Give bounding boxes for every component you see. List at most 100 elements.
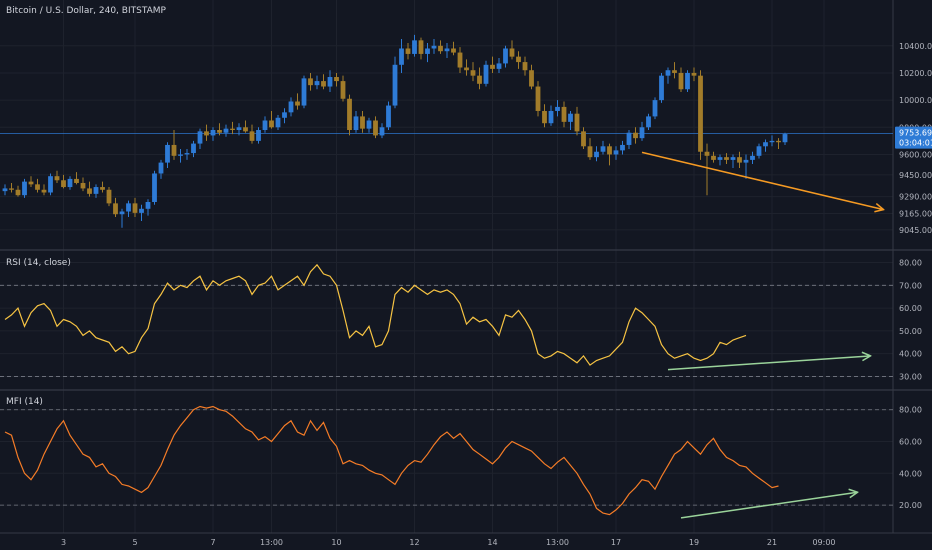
price-trendline[interactable] (641, 151, 883, 209)
candle-body[interactable] (152, 173, 157, 202)
candle-body[interactable] (178, 154, 183, 156)
candle-body[interactable] (672, 70, 677, 73)
candle-body[interactable] (249, 131, 255, 141)
candle-body[interactable] (243, 127, 248, 132)
candle-body[interactable] (100, 187, 105, 190)
candle-body[interactable] (594, 151, 599, 158)
candle-body[interactable] (743, 159, 749, 163)
candle-body[interactable] (522, 62, 528, 71)
candle-body[interactable] (54, 176, 60, 181)
candle-body[interactable] (756, 146, 762, 156)
candle-body[interactable] (516, 56, 521, 63)
candle-body[interactable] (477, 75, 482, 84)
candle-body[interactable] (87, 188, 92, 194)
price-axis[interactable]: 10400.0010200.0010000.009800.009600.0094… (895, 42, 932, 235)
candle-body[interactable] (145, 202, 151, 209)
candle-body[interactable] (613, 150, 619, 155)
candle-body[interactable] (399, 48, 404, 65)
candle-body[interactable] (483, 64, 489, 84)
candle-body[interactable] (139, 208, 144, 213)
candle-body[interactable] (308, 78, 313, 86)
candle-body[interactable] (197, 131, 203, 144)
candle-body[interactable] (210, 130, 216, 136)
candle-body[interactable] (626, 132, 632, 145)
candle-body[interactable] (80, 182, 86, 189)
candle-body[interactable] (685, 72, 690, 90)
candle-body[interactable] (353, 116, 359, 130)
candle-body[interactable] (204, 131, 209, 136)
rsi-line[interactable] (4, 263, 747, 366)
candle-body[interactable] (639, 127, 645, 139)
candle-body[interactable] (61, 180, 66, 188)
candle-body[interactable] (230, 128, 235, 130)
candle-body[interactable] (750, 155, 755, 160)
candle-body[interactable] (2, 188, 8, 192)
rsi-pane[interactable] (0, 263, 893, 377)
time-axis[interactable]: 3 5 7 13:00 10 12 14 13:00 17 19 21 09:00 (61, 538, 836, 547)
candle-body[interactable] (275, 117, 281, 128)
rsi-trendline[interactable] (667, 356, 870, 371)
candle-body[interactable] (503, 48, 508, 64)
candle-body[interactable] (587, 146, 593, 158)
mfi-trendline[interactable] (680, 492, 857, 519)
candle-body[interactable] (561, 106, 567, 122)
candle-body[interactable] (106, 189, 112, 204)
candle-body[interactable] (48, 176, 53, 193)
candle-body[interactable] (730, 157, 736, 160)
candle-body[interactable] (555, 106, 560, 111)
candle-body[interactable] (93, 187, 99, 194)
candle-body[interactable] (470, 70, 476, 76)
candle-body[interactable] (295, 101, 300, 106)
candle-body[interactable] (126, 203, 131, 212)
candle-body[interactable] (737, 157, 742, 163)
candle-body[interactable] (678, 72, 684, 90)
mfi-pane[interactable] (0, 405, 893, 519)
candle-body[interactable] (15, 189, 21, 196)
candle-body[interactable] (67, 178, 73, 188)
candle-body[interactable] (379, 127, 385, 136)
candle-body[interactable] (262, 120, 268, 130)
candle-body[interactable] (665, 70, 671, 76)
candle-body[interactable] (698, 75, 703, 152)
candle-body[interactable] (600, 146, 606, 152)
candle-body[interactable] (451, 48, 456, 53)
candle-body[interactable] (327, 77, 333, 87)
candle-body[interactable] (633, 132, 638, 139)
candle-body[interactable] (334, 77, 339, 82)
candle-body[interactable] (165, 144, 170, 163)
candle-body[interactable] (184, 153, 190, 155)
candle-body[interactable] (418, 40, 424, 54)
candle-body[interactable] (314, 81, 320, 86)
candle-body[interactable] (217, 130, 222, 133)
candle-body[interactable] (191, 143, 196, 154)
candle-body[interactable] (9, 188, 14, 190)
candle-body[interactable] (444, 48, 450, 52)
candle-body[interactable] (691, 72, 697, 76)
candle-body[interactable] (581, 131, 586, 147)
candle-body[interactable] (620, 144, 625, 151)
price-pane[interactable] (0, 34, 893, 228)
candle-body[interactable] (769, 140, 775, 143)
candle-body[interactable] (490, 64, 495, 69)
mfi-line[interactable] (4, 405, 779, 516)
candle-body[interactable] (236, 127, 242, 130)
candle-body[interactable] (412, 40, 417, 54)
candle-body[interactable] (535, 86, 541, 111)
candle-body[interactable] (457, 52, 463, 68)
candle-body[interactable] (22, 181, 27, 196)
candle-body[interactable] (340, 81, 346, 99)
candle-body[interactable] (405, 48, 411, 54)
candle-body[interactable] (568, 113, 573, 122)
candle-body[interactable] (269, 120, 274, 128)
candle-body[interactable] (763, 142, 768, 147)
candle-body[interactable] (392, 64, 398, 106)
candle-body[interactable] (321, 81, 326, 87)
candle-body[interactable] (646, 116, 651, 128)
rsi-axis[interactable]: 80.00 70.00 60.00 50.00 40.00 30.00 (899, 259, 922, 382)
candle-body[interactable] (431, 45, 437, 49)
candle-body[interactable] (438, 45, 443, 52)
candle-body[interactable] (724, 157, 729, 160)
candle-body[interactable] (366, 120, 372, 129)
candle-body[interactable] (74, 178, 79, 183)
candle-body[interactable] (509, 48, 515, 57)
